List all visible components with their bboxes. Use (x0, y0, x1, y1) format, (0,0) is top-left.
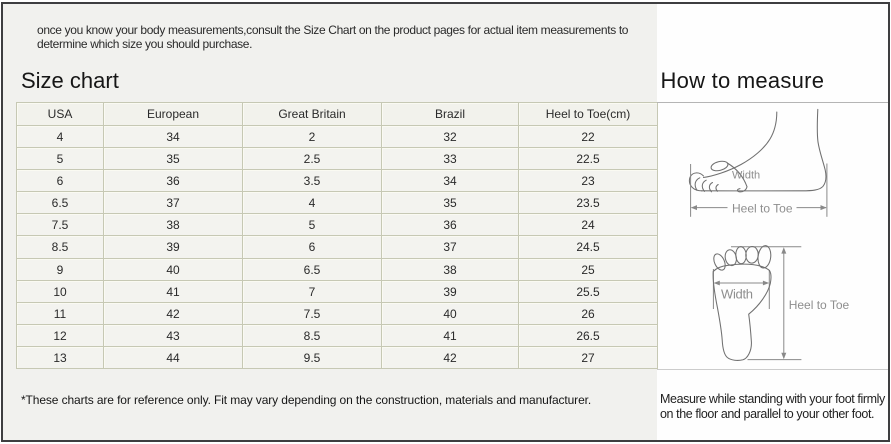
svg-text:Width: Width (732, 170, 760, 182)
svg-text:Heel to Toe: Heel to Toe (789, 298, 850, 312)
svg-text:Heel to Toe: Heel to Toe (732, 202, 793, 216)
svg-text:Width: Width (721, 287, 753, 302)
